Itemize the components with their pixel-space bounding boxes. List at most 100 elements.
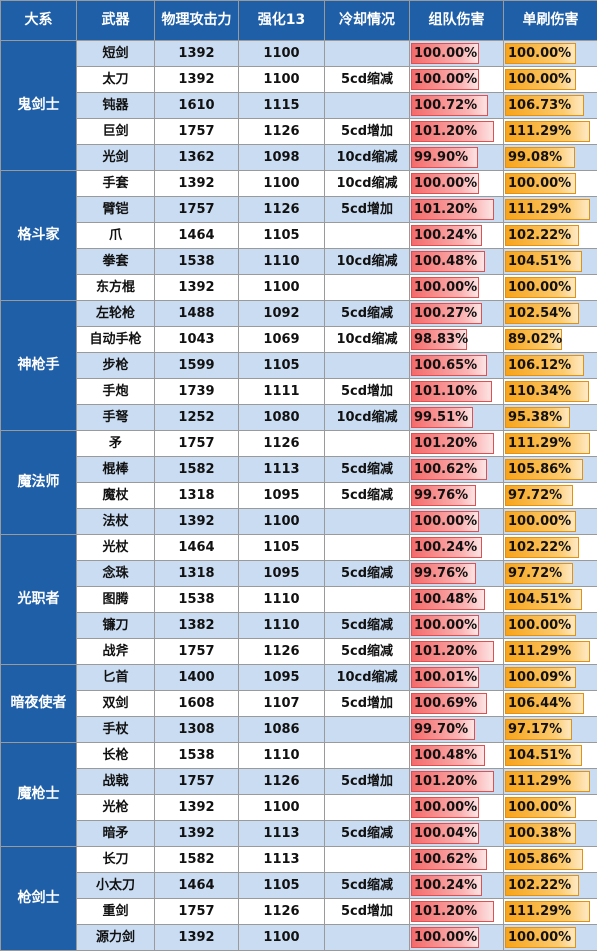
team-damage-bar	[411, 797, 479, 818]
solo-damage-value: 104.51%	[508, 592, 572, 607]
team-damage-value: 101.20%	[414, 644, 478, 659]
cooldown-cell: 5cd缩减	[324, 560, 410, 587]
enhance-cell: 1095	[238, 482, 325, 509]
attack-cell: 1318	[154, 482, 239, 509]
solo-damage-bar	[505, 69, 576, 90]
enhance-cell: 1095	[238, 664, 325, 691]
team-damage-bar	[411, 823, 480, 844]
team-damage-cell: 100.24%	[409, 222, 504, 249]
team-damage-cell: 101.20%	[409, 638, 504, 665]
enhance-cell: 1069	[238, 326, 325, 353]
solo-damage-cell: 100.00%	[503, 274, 597, 301]
solo-damage-cell: 111.29%	[503, 196, 597, 223]
category-cell: 神枪手	[0, 300, 77, 431]
solo-damage-value: 102.22%	[508, 228, 572, 243]
team-damage-value: 99.51%	[414, 410, 469, 425]
team-damage-cell: 100.00%	[409, 274, 504, 301]
table-row: 手炮 1739 1111 5cd增加 101.10% 110.34%	[1, 378, 597, 405]
attack-cell: 1599	[154, 352, 239, 379]
enhance-cell: 1110	[238, 248, 325, 275]
solo-damage-bar	[505, 485, 574, 506]
solo-damage-value: 110.34%	[508, 384, 572, 399]
team-damage-cell: 99.76%	[409, 560, 504, 587]
weapon-cell: 臂铠	[76, 196, 155, 223]
solo-damage-cell: 111.29%	[503, 638, 597, 665]
enhance-cell: 1100	[238, 170, 325, 197]
weapon-cell: 长枪	[76, 742, 155, 769]
solo-damage-cell: 100.00%	[503, 508, 597, 535]
attack-cell: 1464	[154, 534, 239, 561]
team-damage-cell: 101.10%	[409, 378, 504, 405]
solo-damage-bar	[505, 173, 576, 194]
attack-cell: 1757	[154, 196, 239, 223]
cooldown-cell	[324, 40, 410, 67]
team-damage-cell: 100.01%	[409, 664, 504, 691]
cooldown-cell: 5cd增加	[324, 196, 410, 223]
team-damage-value: 100.00%	[414, 46, 478, 61]
enhance-cell: 1110	[238, 612, 325, 639]
team-damage-bar	[411, 537, 482, 558]
team-damage-bar	[411, 43, 479, 64]
enhance-cell: 1105	[238, 534, 325, 561]
solo-damage-value: 99.08%	[508, 150, 563, 165]
team-damage-cell: 100.62%	[409, 456, 504, 483]
solo-damage-cell: 95.38%	[503, 404, 597, 431]
attack-cell: 1392	[154, 40, 239, 67]
team-damage-value: 100.04%	[414, 826, 478, 841]
solo-damage-bar	[505, 615, 576, 636]
team-damage-value: 100.00%	[414, 800, 478, 815]
cooldown-cell	[324, 742, 410, 769]
category-cell: 格斗家	[0, 170, 77, 301]
solo-damage-value: 100.00%	[508, 72, 572, 87]
cooldown-cell: 10cd缩减	[324, 144, 410, 171]
solo-damage-bar	[505, 199, 591, 220]
team-damage-cell: 99.90%	[409, 144, 504, 171]
weapon-cell: 棍棒	[76, 456, 155, 483]
solo-damage-cell: 111.29%	[503, 898, 597, 925]
weapon-cell: 手杖	[76, 716, 155, 743]
solo-damage-cell: 100.38%	[503, 820, 597, 847]
solo-damage-value: 106.73%	[508, 98, 572, 113]
enhance-cell: 1080	[238, 404, 325, 431]
solo-damage-cell: 97.17%	[503, 716, 597, 743]
solo-damage-cell: 97.72%	[503, 482, 597, 509]
team-damage-bar	[411, 407, 473, 428]
cooldown-cell	[324, 846, 410, 873]
enhance-cell: 1107	[238, 690, 325, 717]
team-damage-cell: 98.83%	[409, 326, 504, 353]
solo-damage-value: 102.22%	[508, 540, 572, 555]
team-damage-cell: 101.20%	[409, 430, 504, 457]
cooldown-cell	[324, 586, 410, 613]
enhance-cell: 1126	[238, 898, 325, 925]
table-row: 步枪 1599 1105 100.65% 106.12%	[1, 352, 597, 379]
team-damage-bar	[411, 355, 487, 376]
team-damage-bar	[411, 641, 494, 662]
solo-damage-value: 111.29%	[508, 124, 572, 139]
solo-damage-bar	[505, 95, 585, 116]
solo-damage-value: 100.00%	[508, 800, 572, 815]
solo-damage-cell: 110.34%	[503, 378, 597, 405]
solo-damage-bar	[505, 225, 579, 246]
weapon-cell: 短剑	[76, 40, 155, 67]
table-row: 爪 1464 1105 100.24% 102.22%	[1, 222, 597, 249]
header-category: 大系	[0, 0, 77, 41]
team-damage-bar	[411, 667, 480, 688]
category-cell: 魔法师	[0, 430, 77, 535]
team-damage-value: 100.65%	[414, 358, 478, 373]
table-body: 鬼剑士 短剑 1392 1100 100.00% 100.00% 太刀 1392 1100 5cd…	[0, 40, 597, 951]
team-damage-cell: 99.70%	[409, 716, 504, 743]
cooldown-cell	[324, 534, 410, 561]
weapon-cell: 矛	[76, 430, 155, 457]
team-damage-value: 100.62%	[414, 462, 478, 477]
weapon-cell: 拳套	[76, 248, 155, 275]
header-cooldown: 冷却情况	[324, 0, 410, 41]
enhance-cell: 1092	[238, 300, 325, 327]
table-row: 小太刀 1464 1105 5cd缩减 100.24% 102.22%	[1, 872, 597, 899]
weapon-cell: 镰刀	[76, 612, 155, 639]
team-damage-cell: 99.51%	[409, 404, 504, 431]
team-damage-value: 100.62%	[414, 852, 478, 867]
team-damage-value: 100.48%	[414, 592, 478, 607]
solo-damage-value: 111.29%	[508, 202, 572, 217]
team-damage-bar	[411, 459, 487, 480]
